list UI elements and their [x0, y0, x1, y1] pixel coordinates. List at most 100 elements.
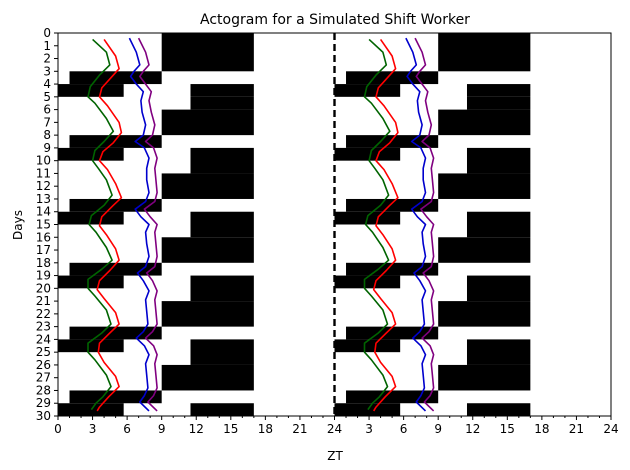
activity-block-10-right — [346, 198, 439, 212]
activity-block-15-left — [58, 275, 124, 289]
activity-block-24-right — [466, 403, 531, 416]
activity-block-12-left — [190, 211, 254, 238]
y-tick-label: 19 — [36, 269, 51, 283]
x-tick-label: 3 — [365, 422, 373, 436]
x-axis: 0 3 6 9 12 15 18 21 24 3 6 9 12 15 18 21 24 — [54, 416, 619, 436]
activity-block-23-right — [334, 403, 401, 416]
y-tick-label: 4 — [43, 77, 51, 91]
y-tick-label: 17 — [36, 243, 51, 257]
activity-block-10-left — [69, 198, 162, 212]
activity-block-4-right — [466, 96, 531, 110]
phase-line-3-left — [137, 37, 158, 412]
activity-block-17-right — [438, 301, 531, 327]
activity-block-8-right — [466, 147, 531, 174]
activity-block-1-left — [69, 71, 162, 85]
activity-block-9-left — [161, 173, 254, 199]
x-tick-label: 15 — [223, 422, 238, 436]
phase-line-1-right — [372, 38, 399, 412]
y-tick-label: 10 — [36, 154, 51, 168]
activity-block-16-left — [190, 275, 254, 302]
y-tick-label: 1 — [43, 39, 51, 53]
x-tick-label: 21 — [569, 422, 584, 436]
activity-block-3-left — [190, 84, 254, 97]
activity-block-1-right — [346, 71, 439, 85]
y-tick-label: 18 — [36, 256, 51, 270]
x-tick-label: 6 — [400, 422, 408, 436]
activity-block-22-left — [69, 390, 162, 404]
y-tick-label: 9 — [43, 141, 51, 155]
y-tick-label: 28 — [36, 383, 51, 397]
y-tick-label: 14 — [36, 205, 51, 219]
y-tick-label: 22 — [36, 307, 51, 321]
y-tick-label: 8 — [43, 128, 51, 142]
activity-block-21-left — [161, 364, 254, 391]
y-tick-label: 5 — [43, 90, 51, 104]
activity-block-12-right — [466, 211, 531, 238]
y-tick-label: 29 — [36, 396, 51, 410]
activity-block-24-left — [190, 403, 254, 416]
x-tick-label: 6 — [123, 422, 131, 436]
phase-line-2-left — [128, 37, 150, 412]
activity-block-13-right — [438, 237, 531, 263]
x-tick-label: 24 — [603, 422, 618, 436]
y-axis: 0123456789101112131415161718192021222324… — [36, 26, 58, 423]
x-tick-label: 21 — [292, 422, 307, 436]
phase-lines — [87, 37, 435, 412]
phase-line-0-left — [87, 38, 115, 411]
activity-block-22-right — [346, 390, 439, 404]
y-tick-label: 30 — [36, 409, 51, 423]
y-tick-label: 27 — [36, 371, 51, 385]
activity-block-15-right — [334, 275, 401, 289]
phase-line-1-left — [96, 38, 123, 412]
y-tick-label: 0 — [43, 26, 51, 40]
x-tick-label: 12 — [189, 422, 204, 436]
y-axis-label: Days — [11, 210, 25, 240]
x-tick-label: 15 — [500, 422, 515, 436]
x-tick-label: 18 — [258, 422, 273, 436]
phase-line-0-right — [363, 38, 391, 411]
activity-block-17-left — [161, 301, 254, 327]
activity-block-2-right — [334, 84, 401, 97]
chart-title: Actogram for a Simulated Shift Worker — [200, 12, 470, 28]
y-tick-label: 16 — [36, 230, 51, 244]
activity-block-20-left — [190, 339, 254, 365]
activity-block-21-right — [438, 364, 531, 391]
y-tick-label: 23 — [36, 320, 51, 334]
activity-block-6-left — [69, 135, 162, 148]
activity-block-23-left — [58, 403, 124, 416]
activity-block-20-right — [466, 339, 531, 365]
y-tick-label: 21 — [36, 294, 51, 308]
activity-block-4-left — [190, 96, 254, 110]
x-tick-label: 18 — [534, 422, 549, 436]
activity-blocks — [58, 33, 531, 416]
activity-block-5-right — [438, 109, 531, 136]
x-tick-label: 12 — [465, 422, 480, 436]
activity-block-0-left — [161, 33, 254, 72]
activity-block-5-left — [161, 109, 254, 136]
activity-block-8-left — [190, 147, 254, 174]
y-tick-label: 26 — [36, 358, 51, 372]
x-tick-label: 3 — [89, 422, 97, 436]
x-tick-label: 9 — [158, 422, 166, 436]
y-tick-label: 20 — [36, 281, 51, 295]
x-axis-label: ZT — [327, 449, 343, 463]
activity-block-3-right — [466, 84, 531, 97]
activity-block-2-left — [58, 84, 124, 97]
activity-block-16-right — [466, 275, 531, 302]
y-tick-label: 15 — [36, 218, 51, 232]
activity-block-13-left — [161, 237, 254, 263]
x-tick-label: 24 — [327, 422, 342, 436]
activity-block-6-right — [346, 135, 439, 148]
activity-block-7-right — [334, 147, 401, 161]
y-tick-label: 25 — [36, 345, 51, 359]
y-tick-label: 24 — [36, 332, 51, 346]
x-tick-label: 0 — [54, 422, 62, 436]
y-tick-label: 12 — [36, 179, 51, 193]
activity-block-9-right — [438, 173, 531, 199]
y-tick-label: 11 — [36, 166, 51, 180]
activity-block-7-left — [58, 147, 124, 161]
activity-block-19-left — [58, 339, 124, 353]
y-tick-label: 7 — [43, 115, 51, 129]
phase-line-3-right — [414, 37, 435, 412]
